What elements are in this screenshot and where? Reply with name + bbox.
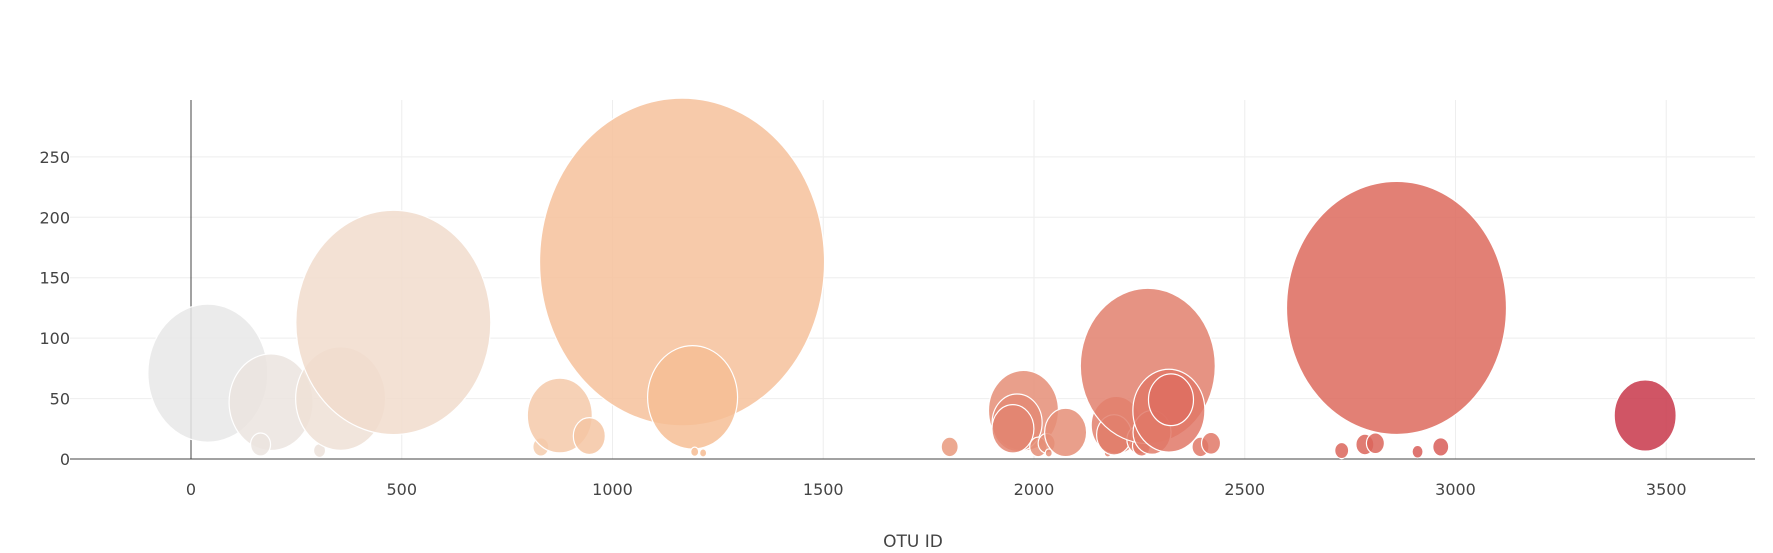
bubble-point[interactable] [249,432,272,457]
bubble-point[interactable] [940,436,959,458]
y-tick-label: 200 [39,208,70,227]
bubble-point[interactable] [1334,441,1350,460]
x-tick-label: 2000 [1014,480,1055,499]
x-tick-label: 500 [386,480,417,499]
bubble-point[interactable] [1044,448,1053,458]
bubble-point[interactable] [646,345,739,450]
x-tick-label: 0 [186,480,196,499]
x-axis-title: OTU ID [883,532,943,552]
y-tick-label: 150 [39,269,70,288]
bubble-point[interactable] [1285,180,1508,436]
y-tick-label: 50 [50,390,70,409]
bubble-point[interactable] [1432,437,1450,457]
x-tick-label: 3000 [1435,480,1476,499]
bubble-point[interactable] [572,417,606,456]
x-tick-label: 1500 [803,480,844,499]
bubble-point[interactable] [699,448,708,458]
bubble-point[interactable] [1147,373,1195,427]
bubble-point[interactable] [1613,379,1677,452]
bubble-point[interactable] [1200,431,1222,455]
bubble-point[interactable] [690,446,700,457]
y-tick-label: 100 [39,329,70,348]
x-tick-label: 2500 [1224,480,1265,499]
y-tick-label: 250 [39,148,70,167]
bubble-layer [147,97,1677,460]
x-tick-label: 1000 [592,480,633,499]
tick-labels: 0 500 1000 1500 2000 2500 3000 3500 0 50 100 150 200… [39,148,1686,499]
bubble-point[interactable] [295,209,492,436]
bubble-point[interactable] [1411,444,1424,459]
bubble-point[interactable] [1365,432,1386,455]
bubble-point[interactable] [1044,407,1088,458]
y-tick-label: 0 [60,450,70,469]
x-tick-label: 3500 [1646,480,1687,499]
bubble-point[interactable] [991,404,1035,454]
